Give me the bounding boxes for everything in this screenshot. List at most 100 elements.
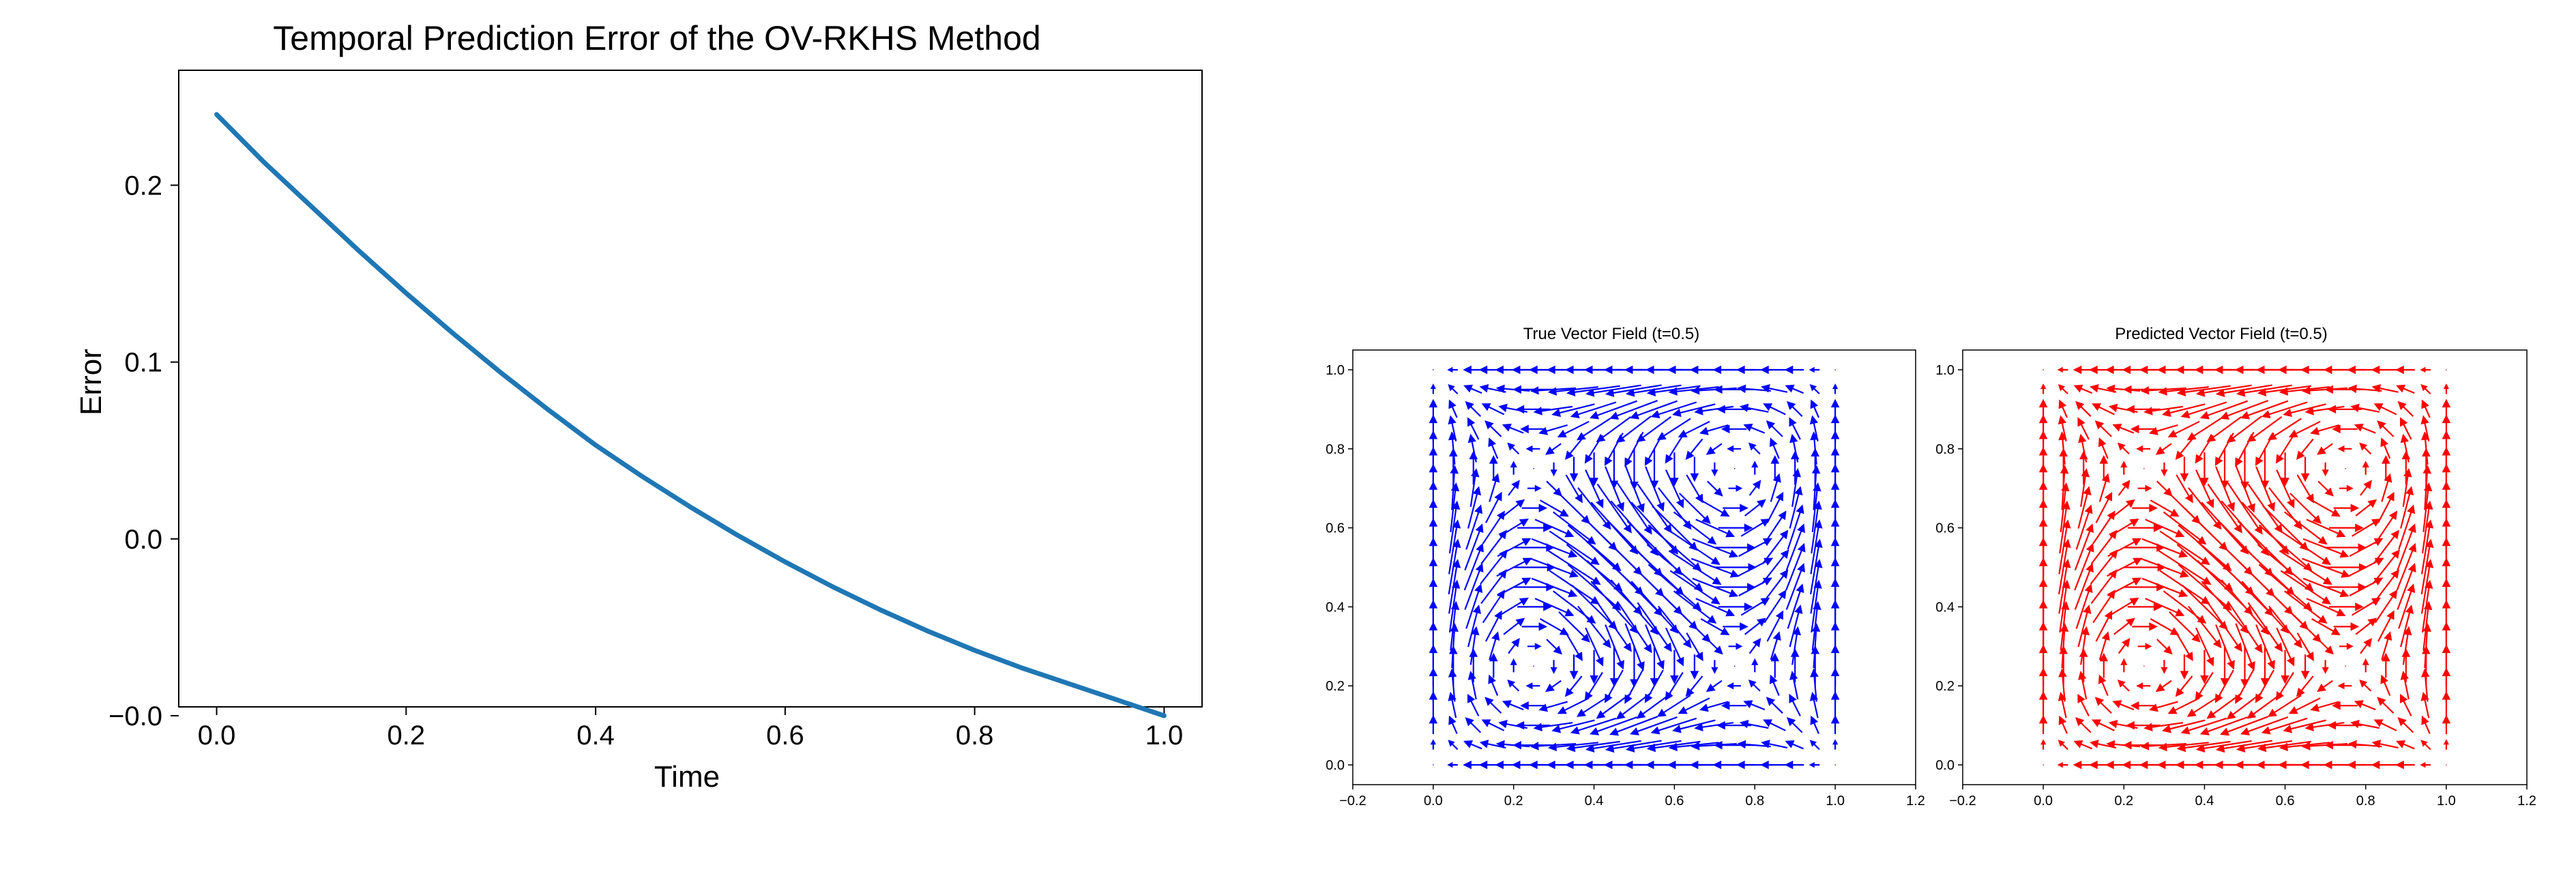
vector-arrow [2109,597,2139,616]
vector-arrow [2382,455,2390,480]
vector-arrow [2377,697,2395,714]
vector-arrow [2381,473,2392,502]
vector-arrow [2275,435,2294,464]
vector-arrow [2077,486,2092,529]
vector-arrow [1488,437,1499,459]
vector-arrow [2296,675,2314,697]
vector-arrow [2075,504,2093,550]
vector-arrow [1467,693,1480,716]
vector-arrow [1785,384,1804,394]
vector-arrow [1650,449,1659,490]
vector-arrow [2117,442,2130,455]
vector-arrow [2098,631,2110,660]
vector-arrow [1484,420,1502,437]
vector-arrow [2075,401,2092,417]
vector-arrow [2280,570,2331,605]
vector-arrow [1433,764,1434,766]
vector-arrow [2118,638,2131,654]
vector-arrow [1430,739,1436,750]
error-line-chart: Temporal Prediction Error of the OV-RKHS… [74,19,1203,794]
error-chart-title: Temporal Prediction Error of the OV-RKHS… [273,19,1040,57]
vector-arrow [1763,403,1786,416]
vector-arrow [1630,448,1639,491]
vector-arrow [1763,510,1787,544]
vector-arrow [1585,740,1641,753]
vector-arrow [2354,700,2376,711]
vector-arrow [2337,682,2352,690]
vector-arrow [1711,660,1718,674]
vector-arrow [1734,467,1736,469]
vector-arrow [2276,469,2295,509]
vector-arrow [1789,605,1803,648]
vector-arrow [2397,401,2414,417]
vector-arrow [1566,740,1620,753]
vector-arrow [1507,442,1520,455]
vector-arrow [2354,423,2376,434]
vector-arrow [2150,618,2180,636]
vector-arrow [2040,739,2047,750]
vector-arrow [1502,700,1524,711]
vector-arrow [2355,617,2377,635]
vector-arrow [1527,484,1542,492]
vector-arrow [1447,366,1458,373]
vector-arrow [1830,414,1840,442]
vector-arrow [2400,605,2414,648]
vector-arrow [2345,665,2346,667]
vector-arrow [1737,557,1774,577]
vector-arrow [1791,626,1802,665]
vector-arrow [2109,519,2139,537]
vector-arrow [1669,530,1721,565]
vector-arrow [2247,602,2283,652]
vector-arrow [1577,605,1611,649]
vector-arrow [1748,680,1761,692]
vector-arrow [1718,523,1753,532]
vector-arrow [1811,579,1822,633]
vector-arrow [2058,415,2067,441]
vector-arrow [2317,639,2334,655]
vector-arrow [2112,423,2135,434]
vector-arrow [1673,590,1717,624]
vector-arrow [1590,650,1598,684]
vector-arrow [2175,438,2193,461]
vector-arrow [2058,715,2068,734]
vector-arrow [1530,557,1579,578]
x-tick-label: 1.0 [1826,794,1845,809]
vector-arrow [1770,631,1781,660]
vector-arrow [1789,417,1801,440]
vector-arrow [1810,715,1820,734]
vector-arrow [2120,461,2128,475]
vector-arrow [1748,638,1761,654]
vector-arrow [1525,445,1540,452]
vector-arrow [1809,761,1820,768]
vector-arrow [1700,618,1730,636]
vector-arrow [2143,665,2145,667]
vector-arrow [2373,529,2400,565]
vector-arrow [1538,701,1568,712]
vector-arrow [2397,563,2416,610]
vector-arrow [1547,742,1598,752]
vector-arrow [1527,643,1542,650]
vector-arrow [2098,437,2109,459]
vector-arrow [2302,557,2351,578]
vector-arrow [1761,383,1788,393]
vector-arrow [2332,701,2358,710]
vector-arrow [1510,658,1517,673]
vector-arrow [2310,701,2340,712]
vector-arrow [2219,716,2269,736]
vector-arrow [1770,652,1780,678]
predicted-field-ticks: −0.2 0.0 0.2 0.4 0.6 0.8 1.0 1.2 0.0 0.2 0.4 0.6 0.8… [1935,363,2536,809]
vector-arrow [1570,401,1617,419]
vector-arrow [1761,740,1788,748]
vector-arrow [1786,717,1803,733]
vector-arrow [2077,417,2090,440]
vector-arrow [1564,438,1583,461]
vector-arrow [1570,717,1617,735]
vector-arrow [2075,583,2093,629]
vector-arrow [1748,480,1761,496]
vector-arrow [1533,722,1573,731]
vector-arrow [2288,420,2321,437]
vector-arrow [2332,424,2358,434]
vector-arrow [2311,499,2341,517]
vector-arrow [1489,631,1500,660]
vector-arrow [2207,602,2242,652]
